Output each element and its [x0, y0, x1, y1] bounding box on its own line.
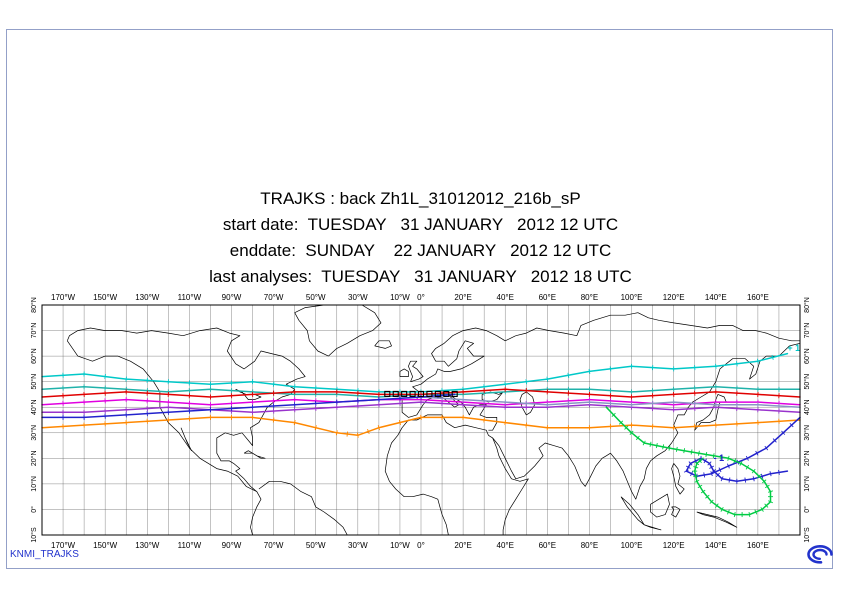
svg-text:140°E: 140°E	[705, 541, 727, 550]
axis-labels: 170°W 170°W 150°W 150°W 130°W 130°W 110°W 110°W…	[30, 293, 811, 550]
svg-text:70°W: 70°W	[264, 541, 284, 550]
svg-text:10°W: 10°W	[390, 293, 410, 302]
knmi-logo	[806, 544, 834, 566]
svg-text:30°N: 30°N	[803, 425, 811, 441]
map-border	[41, 304, 801, 536]
svg-text:40°N: 40°N	[30, 399, 38, 415]
svg-text:170°W: 170°W	[51, 541, 76, 550]
svg-text:0°: 0°	[417, 293, 425, 302]
svg-text:120°E: 120°E	[663, 541, 685, 550]
svg-text:170°W: 170°W	[51, 293, 76, 302]
svg-text:10°S: 10°S	[30, 527, 38, 543]
svg-text:+ 1: + 1	[787, 343, 800, 353]
svg-text:20°N: 20°N	[30, 451, 38, 467]
svg-text:60°E: 60°E	[539, 293, 556, 302]
trajectory-blue-west	[41, 393, 456, 419]
svg-text:80°N: 80°N	[803, 297, 811, 313]
svg-text:70°N: 70°N	[803, 323, 811, 339]
knmi-logo-glyph	[807, 545, 833, 564]
end-date-line: enddate: SUNDAY 22 JANUARY 2012 12 UTC	[229, 241, 612, 260]
svg-text:50°N: 50°N	[30, 374, 38, 390]
svg-text:120°E: 120°E	[663, 293, 685, 302]
svg-text:10°S: 10°S	[803, 527, 811, 543]
page-border-frame	[6, 29, 833, 569]
svg-text:40°E: 40°E	[497, 293, 514, 302]
svg-text:50°N: 50°N	[803, 374, 811, 390]
svg-text:160°E: 160°E	[747, 541, 769, 550]
plot-title: TRAJKS : back Zh1L_31012012_216b_sP	[260, 189, 581, 208]
svg-text:0°: 0°	[417, 541, 425, 550]
svg-text:10°W: 10°W	[390, 541, 410, 550]
svg-text:30°W: 30°W	[348, 293, 368, 302]
svg-text:80°N: 80°N	[30, 297, 38, 313]
svg-text:150°W: 150°W	[93, 293, 118, 302]
svg-text:0°: 0°	[803, 506, 811, 513]
svg-text:50°W: 50°W	[306, 293, 326, 302]
svg-text:40°N: 40°N	[803, 399, 811, 415]
svg-text:70°N: 70°N	[30, 323, 38, 339]
start-markers	[384, 390, 458, 397]
svg-text:80°E: 80°E	[581, 293, 598, 302]
svg-text:20°E: 20°E	[454, 541, 471, 550]
annotations: - 1 + 1	[714, 343, 800, 463]
svg-text:100°E: 100°E	[621, 541, 643, 550]
svg-text:20°E: 20°E	[454, 293, 471, 302]
svg-text:130°W: 130°W	[135, 293, 160, 302]
trajectory-blue-east	[685, 416, 801, 483]
svg-text:150°W: 150°W	[93, 541, 118, 550]
svg-text:140°E: 140°E	[705, 293, 727, 302]
svg-text:70°W: 70°W	[264, 293, 284, 302]
svg-text:40°E: 40°E	[497, 541, 514, 550]
svg-text:50°W: 50°W	[306, 541, 326, 550]
svg-text:160°E: 160°E	[747, 293, 769, 302]
svg-text:60°N: 60°N	[30, 348, 38, 364]
svg-text:60°N: 60°N	[803, 348, 811, 364]
svg-text:80°E: 80°E	[581, 541, 598, 550]
svg-text:110°W: 110°W	[178, 541, 202, 550]
svg-text:90°W: 90°W	[222, 541, 242, 550]
svg-text:60°E: 60°E	[539, 541, 556, 550]
svg-text:30°W: 30°W	[348, 541, 368, 550]
svg-text:90°W: 90°W	[222, 293, 242, 302]
svg-text:20°N: 20°N	[803, 451, 811, 467]
svg-text:30°N: 30°N	[30, 425, 38, 441]
svg-text:110°W: 110°W	[178, 293, 202, 302]
svg-text:130°W: 130°W	[135, 541, 160, 550]
svg-text:0°: 0°	[30, 506, 38, 513]
last-analyses-line: last analyses: TUESDAY 31 JANUARY 2012 1…	[209, 267, 632, 286]
map-area: - 1 + 1 170°W 170°W 150°W 150°W 130°W 130°W 110°…	[30, 285, 830, 560]
svg-text:- 1: - 1	[714, 453, 725, 463]
grid-lines	[42, 305, 800, 535]
svg-text:10°N: 10°N	[30, 476, 38, 492]
footer-label: KNMI_TRAJKS	[10, 549, 79, 560]
svg-text:10°N: 10°N	[803, 476, 811, 492]
plot-titles: TRAJKS : back Zh1L_31012012_216b_sP star…	[0, 186, 841, 290]
start-date-line: start date: TUESDAY 31 JANUARY 2012 12 U…	[222, 215, 619, 234]
svg-text:100°E: 100°E	[621, 293, 643, 302]
trajectory-map-svg: - 1 + 1 170°W 170°W 150°W 150°W 130°W 130°W 110°…	[30, 293, 811, 550]
